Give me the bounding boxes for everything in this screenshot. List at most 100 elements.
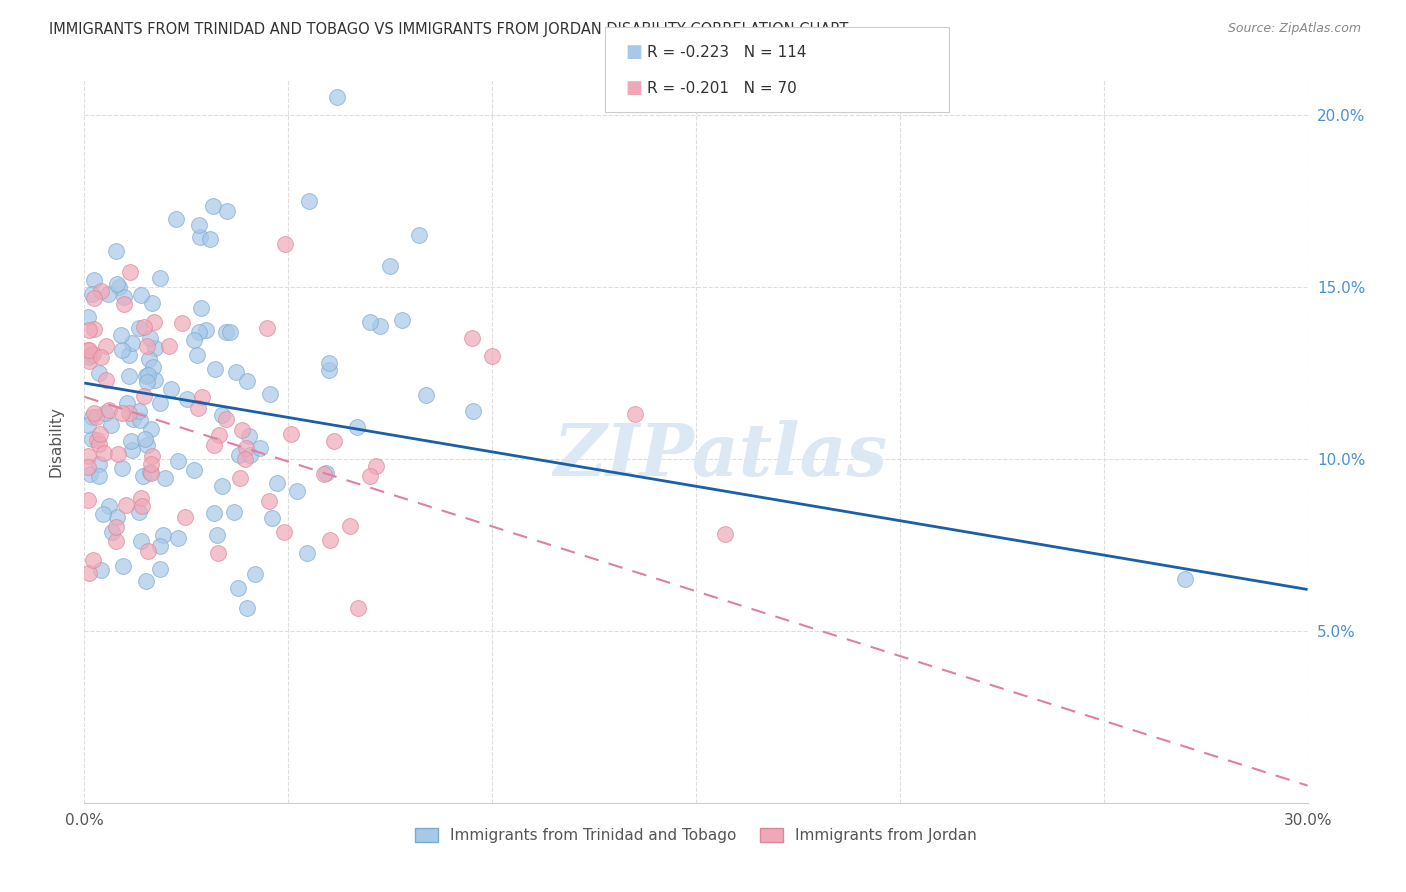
Point — [132, 320, 155, 334]
Text: ■: ■ — [626, 79, 643, 97]
Point — [624, 407, 647, 421]
Point — [211, 408, 233, 422]
Point — [139, 422, 162, 436]
Point — [82, 347, 104, 361]
Point — [202, 199, 225, 213]
Point — [128, 404, 150, 418]
Point — [217, 204, 239, 219]
Point — [149, 271, 172, 285]
Point — [205, 528, 228, 542]
Point — [111, 559, 134, 574]
Point — [105, 244, 128, 258]
Point — [100, 418, 122, 433]
Point — [141, 450, 163, 464]
Point — [259, 387, 281, 401]
Point — [359, 469, 381, 483]
Point — [93, 406, 115, 420]
Point — [211, 478, 233, 492]
Point — [346, 420, 368, 434]
Point — [79, 467, 101, 481]
Point — [128, 321, 150, 335]
Point — [77, 310, 100, 324]
Point — [238, 428, 260, 442]
Point — [105, 533, 128, 548]
Point — [339, 519, 361, 533]
Point — [143, 341, 166, 355]
Point — [108, 280, 131, 294]
Point — [314, 467, 336, 481]
Point — [142, 360, 165, 375]
Point — [93, 445, 115, 459]
Point — [186, 348, 208, 362]
Point — [118, 369, 141, 384]
Point — [347, 601, 370, 615]
Point — [135, 574, 157, 589]
Point — [118, 265, 141, 279]
Point — [366, 459, 388, 474]
Point — [77, 343, 100, 357]
Point — [117, 396, 139, 410]
Point — [110, 328, 132, 343]
Point — [122, 412, 145, 426]
Point — [174, 509, 197, 524]
Point — [152, 528, 174, 542]
Point — [149, 396, 172, 410]
Point — [77, 351, 100, 365]
Point — [83, 406, 105, 420]
Point — [129, 491, 152, 506]
Point — [129, 533, 152, 548]
Point — [1174, 572, 1197, 586]
Point — [121, 336, 143, 351]
Point — [90, 563, 112, 577]
Point — [204, 362, 226, 376]
Legend: Immigrants from Trinidad and Tobago, Immigrants from Jordan: Immigrants from Trinidad and Tobago, Imm… — [409, 822, 983, 849]
Point — [77, 343, 100, 357]
Point — [166, 531, 188, 545]
Point — [214, 411, 236, 425]
Point — [266, 475, 288, 490]
Point — [155, 471, 177, 485]
Point — [183, 333, 205, 347]
Point — [461, 331, 484, 345]
Point — [318, 356, 340, 370]
Point — [391, 313, 413, 327]
Point — [143, 373, 166, 387]
Point — [121, 443, 143, 458]
Point — [136, 376, 159, 390]
Text: R = -0.223   N = 114: R = -0.223 N = 114 — [647, 45, 806, 60]
Point — [160, 382, 183, 396]
Point — [318, 363, 340, 377]
Point — [141, 295, 163, 310]
Point — [167, 454, 190, 468]
Point — [202, 506, 225, 520]
Point — [298, 194, 321, 208]
Point — [100, 524, 122, 539]
Point — [229, 471, 252, 485]
Point — [295, 545, 318, 559]
Point — [94, 339, 117, 353]
Point — [149, 539, 172, 553]
Point — [90, 285, 112, 299]
Point — [200, 232, 222, 246]
Point — [481, 349, 503, 363]
Point — [83, 322, 105, 336]
Point — [208, 428, 231, 442]
Text: ZIPatlas: ZIPatlas — [554, 420, 887, 491]
Point — [714, 526, 737, 541]
Point — [176, 392, 198, 406]
Point — [235, 441, 257, 455]
Point — [136, 339, 159, 353]
Text: IMMIGRANTS FROM TRINIDAD AND TOBAGO VS IMMIGRANTS FROM JORDAN DISABILITY CORRELA: IMMIGRANTS FROM TRINIDAD AND TOBAGO VS I… — [49, 22, 849, 37]
Point — [262, 511, 284, 525]
Point — [117, 406, 139, 420]
Point — [257, 494, 280, 508]
Point — [194, 323, 217, 337]
Point — [285, 484, 308, 499]
Point — [408, 228, 430, 243]
Point — [191, 390, 214, 404]
Point — [128, 505, 150, 519]
Point — [132, 469, 155, 483]
Point — [112, 297, 135, 311]
Point — [219, 325, 242, 339]
Point — [359, 315, 381, 329]
